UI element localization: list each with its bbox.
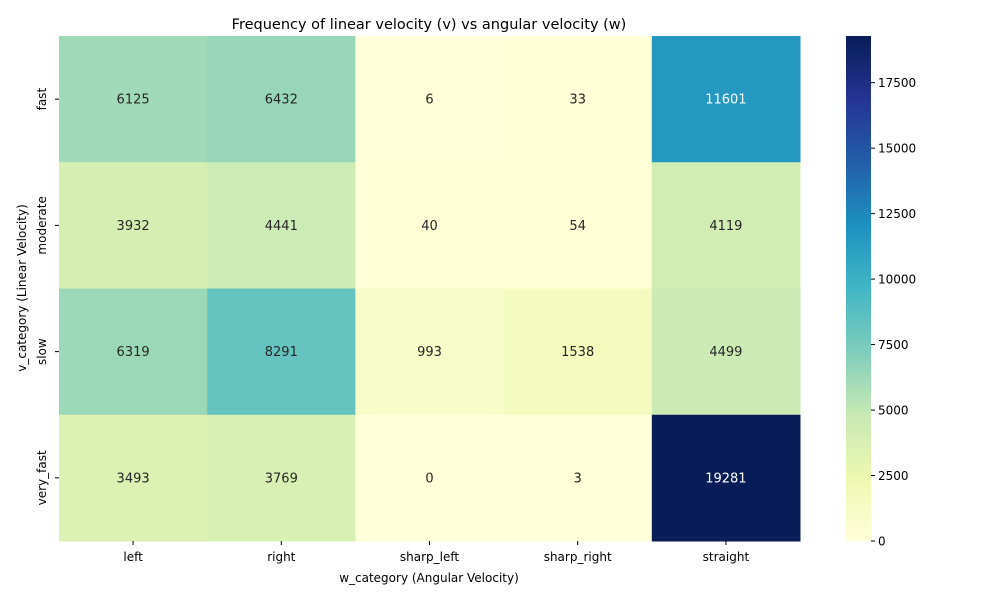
heatmap-cell <box>59 414 208 542</box>
cell-value-label: 8291 <box>265 345 298 360</box>
y-axis-label: v_category (Linear Velocity) <box>15 204 29 372</box>
chart-title: Frequency of linear velocity (v) vs angu… <box>232 17 627 33</box>
cell-value-label: 3 <box>574 471 582 486</box>
y-tick-label: very_fast <box>35 450 49 505</box>
cell-value-label: 11601 <box>705 93 746 108</box>
cell-value-label: 3769 <box>265 471 298 486</box>
heatmap-cell <box>651 36 801 163</box>
heatmap-cell <box>59 288 208 416</box>
colorbar-gradient <box>846 36 871 541</box>
colorbar-tick-label: 15000 <box>878 142 916 156</box>
colorbar-tick-label: 17500 <box>878 76 916 90</box>
colorbar-tick-label: 10000 <box>878 273 916 287</box>
cell-value-label: 1538 <box>561 345 594 360</box>
cell-value-label: 4499 <box>709 345 742 360</box>
heatmap-cell <box>651 414 801 542</box>
x-axis-label: w_category (Angular Velocity) <box>339 571 519 585</box>
heatmap-cell <box>207 414 356 542</box>
cell-value-label: 6432 <box>265 93 298 108</box>
heatmap-cell <box>651 288 801 416</box>
colorbar: 0 2500 5000 7500 10000 12500 15000 17500 <box>846 36 916 549</box>
y-tick-label: moderate <box>35 196 49 254</box>
cell-value-label: 3932 <box>117 219 150 234</box>
heatmap-cell <box>207 36 356 163</box>
cell-value-label: 40 <box>421 219 438 234</box>
x-axis: left right sharp_left sharp_right straight <box>123 541 749 564</box>
cell-value-label: 993 <box>417 345 442 360</box>
x-tick-label: left <box>123 550 143 564</box>
heatmap-cell <box>355 288 505 416</box>
heatmap-cell <box>355 36 505 163</box>
x-tick-label: right <box>267 550 295 564</box>
colorbar-tick-label: 2500 <box>878 469 909 483</box>
cell-value-label: 6125 <box>117 93 150 108</box>
colorbar-tick-label: 5000 <box>878 404 909 418</box>
heatmap-cell <box>59 36 208 163</box>
cell-value-label: 54 <box>569 219 586 234</box>
cell-value-label: 19281 <box>705 471 746 486</box>
heatmap-cell <box>651 162 801 289</box>
colorbar-tick-label: 7500 <box>878 338 909 352</box>
heatmap-cell <box>355 414 505 542</box>
cell-value-label: 3493 <box>117 471 150 486</box>
cell-value-label: 6319 <box>117 345 150 360</box>
cell-value-label: 0 <box>425 471 433 486</box>
cell-value-label: 4119 <box>709 219 742 234</box>
x-tick-label: sharp_right <box>544 550 612 564</box>
heatmap-cell <box>207 288 356 416</box>
cell-value-label: 6 <box>425 93 433 108</box>
heatmap-cells <box>59 36 801 542</box>
heatmap-cell <box>503 414 653 542</box>
heatmap-cell <box>59 162 208 289</box>
cell-value-label: 4441 <box>265 219 298 234</box>
y-axis: fast moderate slow very_fast <box>35 88 59 505</box>
heatmap-cell <box>503 36 653 163</box>
heatmap-cell-labels: 6125 6432 6 33 11601 3932 4441 40 54 4119 6319 8291… <box>117 93 747 487</box>
y-tick-label: slow <box>35 338 49 365</box>
cell-value-label: 33 <box>569 93 586 108</box>
x-tick-label: sharp_left <box>400 550 459 564</box>
colorbar-tick-label: 0 <box>878 535 886 549</box>
colorbar-tick-label: 12500 <box>878 207 916 221</box>
y-tick-label: fast <box>35 88 49 111</box>
heatmap-cell <box>503 288 653 416</box>
heatmap-cell <box>503 162 653 289</box>
x-tick-label: straight <box>703 550 750 564</box>
heatmap-cell <box>355 162 505 289</box>
heatmap-cell <box>207 162 356 289</box>
